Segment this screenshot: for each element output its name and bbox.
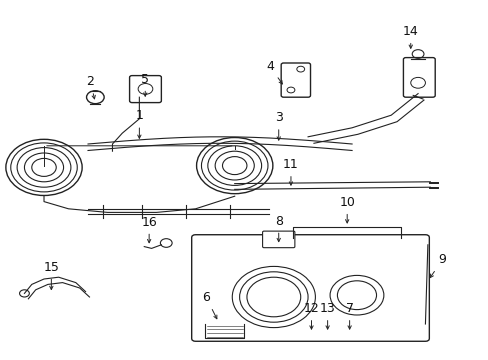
Text: 6: 6 bbox=[202, 291, 216, 319]
Text: 12: 12 bbox=[303, 302, 319, 329]
Text: 14: 14 bbox=[402, 25, 418, 48]
Text: 1: 1 bbox=[135, 109, 143, 138]
Text: 2: 2 bbox=[86, 75, 95, 99]
Text: 3: 3 bbox=[274, 111, 282, 140]
Text: 13: 13 bbox=[319, 302, 335, 329]
Text: 15: 15 bbox=[43, 261, 59, 289]
FancyBboxPatch shape bbox=[281, 63, 310, 97]
Text: 5: 5 bbox=[141, 73, 149, 96]
Text: 8: 8 bbox=[274, 215, 282, 242]
Text: 11: 11 bbox=[283, 158, 298, 185]
FancyBboxPatch shape bbox=[129, 76, 161, 103]
FancyBboxPatch shape bbox=[262, 231, 294, 248]
FancyBboxPatch shape bbox=[191, 235, 428, 341]
Text: 9: 9 bbox=[429, 253, 446, 278]
Text: 7: 7 bbox=[345, 302, 353, 329]
Text: 10: 10 bbox=[339, 196, 354, 223]
Text: 4: 4 bbox=[265, 60, 282, 84]
Text: 16: 16 bbox=[141, 216, 157, 243]
FancyBboxPatch shape bbox=[403, 58, 434, 97]
